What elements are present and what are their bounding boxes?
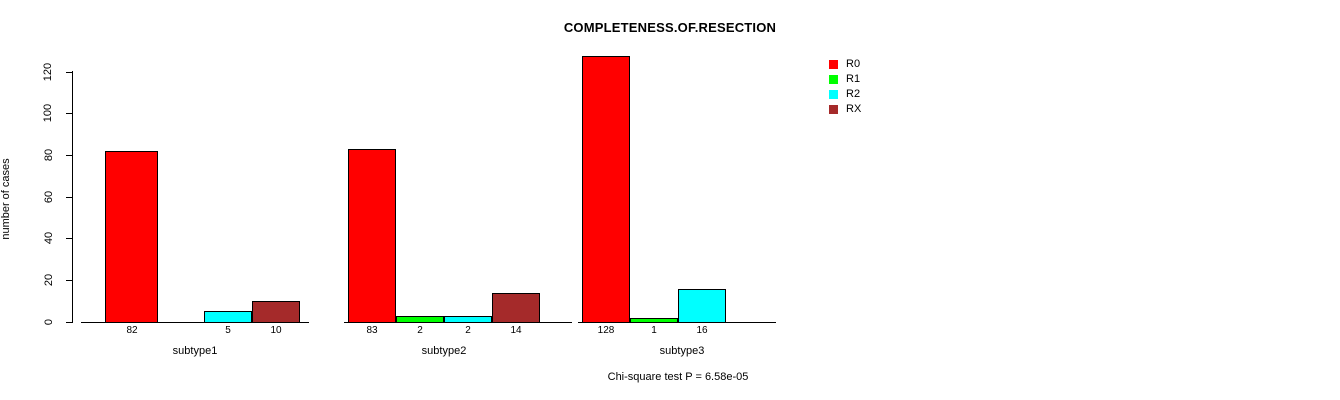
bar-subtype3-R2: [678, 289, 726, 323]
y-tick-label-100: 100: [42, 103, 54, 123]
y-axis-line: [72, 71, 73, 323]
y-tick-80: [66, 155, 72, 156]
bar-value-subtype2-RX: 14: [510, 325, 522, 336]
x-axis-line-group1: [81, 322, 309, 323]
y-tick-40: [66, 238, 72, 239]
bar-value-subtype2-R1: 2: [417, 325, 423, 336]
y-tick-120: [66, 72, 72, 73]
y-tick-label-0: 0: [43, 318, 55, 326]
y-tick-0: [66, 322, 72, 323]
y-tick-label-120: 120: [42, 62, 54, 82]
y-tick-60: [66, 197, 72, 198]
bar-value-subtype1-R0: 82: [126, 325, 138, 336]
bar-subtype2-R1: [396, 316, 444, 323]
legend-label-RX: RX: [846, 103, 862, 115]
y-tick-100: [66, 113, 72, 114]
bar-value-subtype1-RX: 10: [270, 325, 282, 336]
y-tick-20: [66, 280, 72, 281]
chart-title: COMPLETENESS.OF.RESECTION: [563, 20, 777, 35]
chi-square-annotation: Chi-square test P = 6.58e-05: [607, 371, 749, 383]
group-label-subtype3: subtype3: [659, 345, 705, 357]
y-tick-label-20: 20: [43, 273, 55, 287]
legend-label-R1: R1: [846, 73, 861, 85]
legend-label-R0: R0: [846, 58, 861, 70]
bar-value-subtype1-R2: 5: [225, 325, 231, 336]
bar-subtype2-RX: [492, 293, 540, 323]
y-axis-label-text: number of cases: [0, 158, 12, 240]
bar-subtype3-R0: [582, 56, 630, 323]
bar-subtype1-RX: [252, 301, 300, 323]
group-label-subtype2: subtype2: [421, 345, 467, 357]
legend-swatch-R1: [828, 74, 839, 85]
y-tick-label-60: 60: [43, 190, 55, 204]
legend-swatch-R0: [828, 59, 839, 70]
bar-value-subtype2-R2: 2: [465, 325, 471, 336]
bar-value-subtype3-R0: 128: [597, 325, 615, 336]
y-tick-label-80: 80: [43, 148, 55, 162]
bar-value-subtype3-R2: 16: [696, 325, 708, 336]
group-label-subtype1: subtype1: [172, 345, 218, 357]
bar-value-subtype3-R1: 1: [651, 325, 657, 336]
legend-label-R2: R2: [846, 88, 861, 100]
bar-subtype3-R1: [630, 318, 678, 323]
bar-value-subtype2-R0: 83: [366, 325, 378, 336]
bar-subtype2-R0: [348, 149, 396, 323]
legend-swatch-RX: [828, 104, 839, 115]
legend-swatch-R2: [828, 89, 839, 100]
bar-subtype1-R0: [105, 151, 158, 323]
y-tick-label-40: 40: [43, 231, 55, 245]
bar-subtype1-R2: [204, 311, 252, 323]
bar-subtype2-R2: [444, 316, 492, 323]
